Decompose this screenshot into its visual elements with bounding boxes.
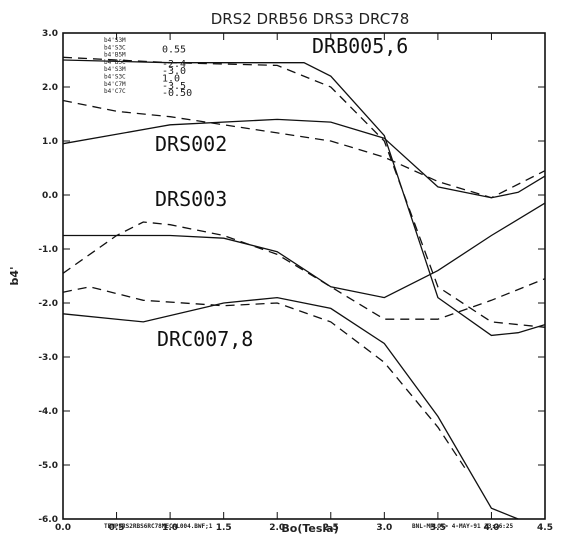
- y-tick-label: 2.0: [42, 83, 58, 93]
- legend-key: b4'S3M: [104, 37, 126, 44]
- series-line-drs003-solid: [63, 202, 546, 299]
- series-label-drb: DRB005,6: [312, 34, 408, 58]
- legend-value: -3.0: [162, 66, 186, 77]
- series-line-drc007-8-solid: [62, 296, 519, 520]
- x-tick-label: 0.0: [55, 523, 71, 533]
- y-tick-label: -5.0: [38, 461, 58, 471]
- legend-key: b4'S3C: [104, 74, 126, 81]
- series-line-drb005-6-dashed: [62, 56, 546, 328]
- legend-value: -2.4: [162, 59, 186, 70]
- y-tick-label: -3.0: [38, 353, 58, 363]
- legend-key: b4'S3C: [104, 44, 126, 51]
- legend-key: b4'C7M: [104, 81, 126, 88]
- x-tick-label: 0.5: [109, 523, 125, 533]
- x-axis-label: Bo(Tesla): [281, 522, 338, 535]
- y-tick-label: -1.0: [38, 245, 58, 255]
- series-label-drs003: DRS003: [155, 187, 227, 211]
- footer-file: TEMPSRS2RBS6RC78MECAL004.BWF;1: [104, 523, 213, 530]
- legend-key: b4'C7C: [104, 88, 126, 95]
- chart-title: DRS2 DRB56 DRS3 DRC78: [211, 10, 410, 28]
- legend-key: b4'S3M: [104, 66, 126, 73]
- y-tick-label: -4.0: [38, 407, 58, 417]
- y-axis-label: b4': [8, 267, 21, 286]
- series-label-drs002: DRS002: [155, 132, 227, 156]
- legend-key: b4'B5M: [104, 52, 126, 59]
- legend-value: 1.0: [162, 74, 180, 85]
- series-line-drb005-6-solid: [62, 59, 546, 337]
- footer-stamp: BNL-MPLOT> 4-MAY-91 23:26:25: [412, 523, 514, 530]
- series-line-drs002-dashed: [62, 99, 546, 199]
- y-tick-label: -2.0: [38, 299, 58, 309]
- series-line-drs003-dashed: [62, 221, 546, 320]
- y-tick-label: 3.0: [42, 29, 58, 39]
- x-tick-label: 2.5: [323, 523, 339, 533]
- x-tick-label: 1.5: [216, 523, 232, 533]
- y-tick-label: 1.0: [42, 137, 58, 147]
- series-label-drc: DRC007,8: [157, 327, 253, 351]
- x-tick-label: 3.5: [430, 523, 446, 533]
- series-line-drs002-solid: [62, 118, 546, 199]
- x-tick-label: 2.0: [269, 523, 285, 533]
- axis-ticks: 0.0 0.5 1.0 1.5 2.0 2.5 3.0 3.5 4.0 4.5 3.0 2.0 1.0 0…: [38, 29, 553, 533]
- series-line-drc007-8-dashed: [62, 286, 466, 469]
- x-tick-label: 4.5: [537, 523, 553, 533]
- series-group: [62, 56, 546, 520]
- y-tick-label: -6.0: [38, 515, 58, 525]
- plot-area: [62, 32, 546, 520]
- legend-key: b4'B5C: [104, 59, 126, 66]
- legend-value: -0.50: [162, 88, 192, 99]
- legend-value: 0.55: [162, 44, 186, 55]
- y-tick-label: 0.0: [42, 191, 58, 201]
- legend-value: -3.5: [162, 81, 186, 92]
- x-tick-label: 1.0: [162, 523, 178, 533]
- x-tick-label: 3.0: [376, 523, 392, 533]
- x-tick-label: 4.0: [483, 523, 499, 533]
